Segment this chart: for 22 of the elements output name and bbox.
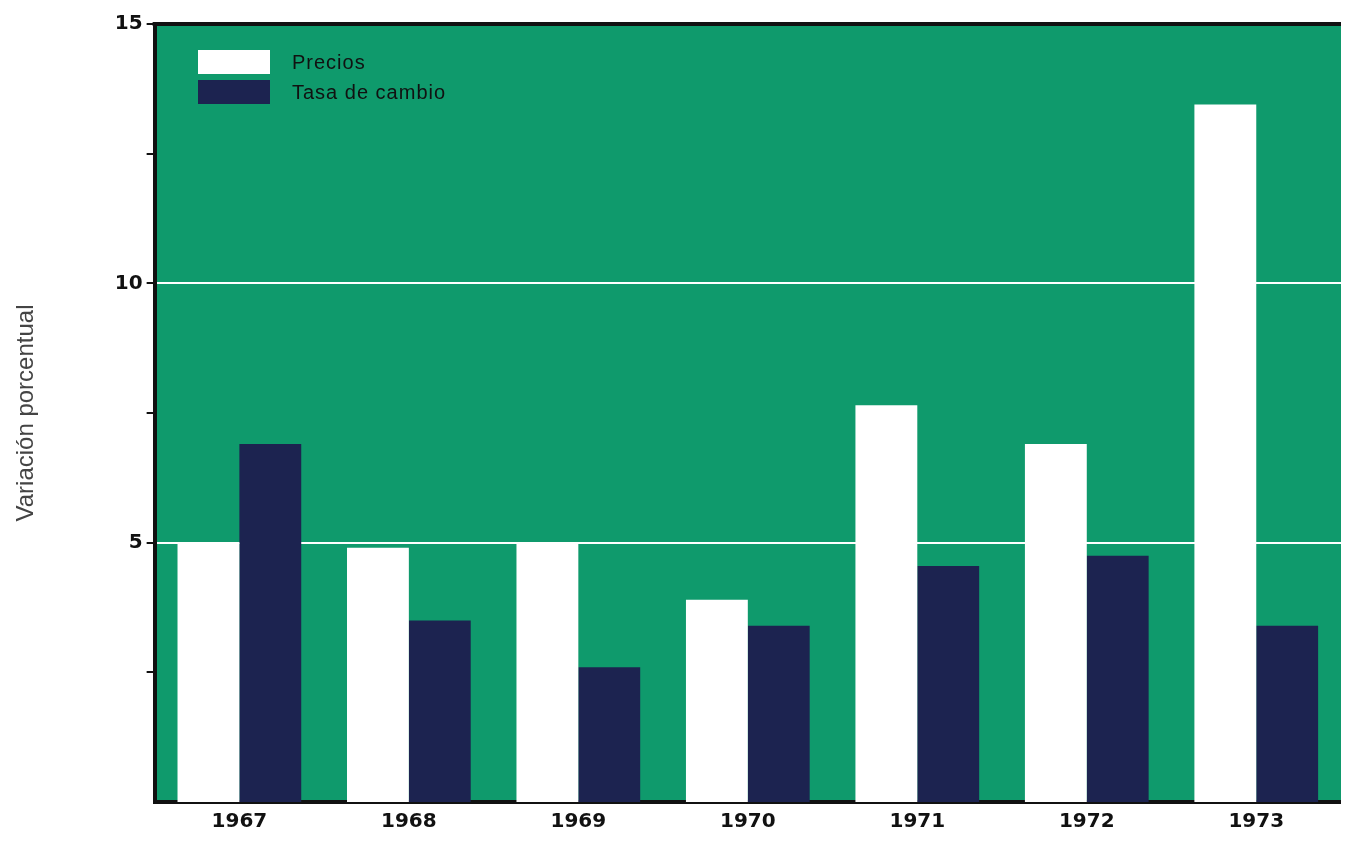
bar (685, 599, 748, 802)
x-tick-label: 1969 (550, 808, 607, 833)
y-axis-title: Variación porcentual (11, 304, 39, 522)
bar (917, 566, 980, 802)
y-tick-label: 5 (128, 528, 143, 553)
x-tick-label: 1967 (211, 808, 268, 833)
bar (747, 625, 810, 802)
x-tick-label: 1971 (889, 808, 946, 833)
x-tick-label: 1972 (1058, 808, 1115, 833)
bar (1086, 555, 1149, 802)
legend-label: Tasa de cambio (292, 80, 447, 104)
x-tick-label: 1968 (381, 808, 437, 833)
bar (408, 620, 471, 802)
bar (239, 444, 302, 802)
y-tick-label: 15 (114, 10, 143, 35)
y-tick-label: 10 (114, 269, 143, 294)
x-tick-label: 1973 (1228, 808, 1285, 833)
bar (578, 667, 641, 802)
legend-label: Precios (292, 50, 366, 74)
x-tick-label: 1970 (719, 808, 776, 833)
bar (1256, 625, 1319, 802)
bar (346, 547, 409, 802)
